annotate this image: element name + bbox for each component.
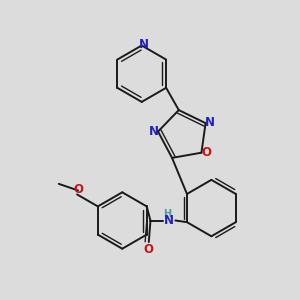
Text: H: H bbox=[163, 209, 171, 219]
Text: O: O bbox=[74, 183, 84, 196]
Text: N: N bbox=[164, 214, 174, 227]
Text: O: O bbox=[144, 243, 154, 256]
Text: O: O bbox=[201, 146, 212, 159]
Text: N: N bbox=[140, 38, 149, 51]
Text: N: N bbox=[148, 125, 158, 138]
Text: N: N bbox=[205, 116, 215, 129]
